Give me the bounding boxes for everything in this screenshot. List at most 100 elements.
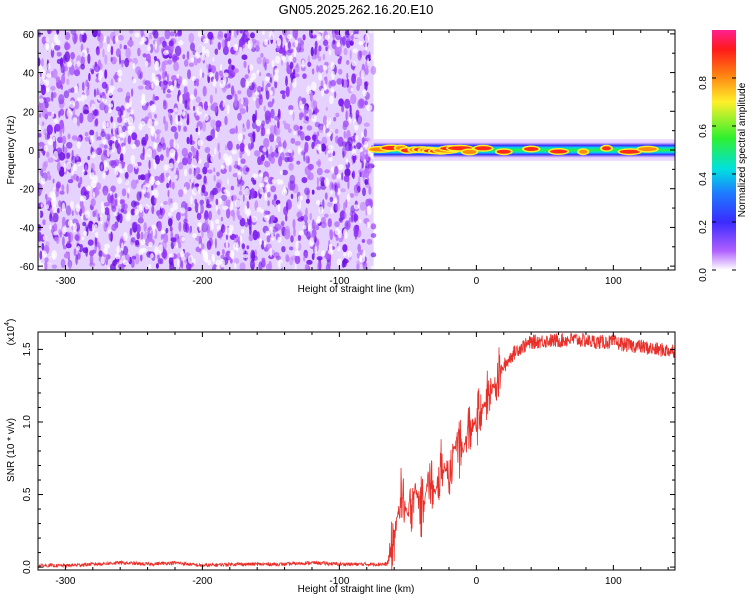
noise-gap <box>102 172 106 180</box>
noise-blob <box>134 253 140 265</box>
noise-blob <box>91 69 94 75</box>
noise-blob <box>297 130 302 136</box>
noise-blob <box>95 131 99 142</box>
noise-gap <box>316 33 322 41</box>
noise-blob <box>325 106 328 111</box>
noise-blob <box>174 131 179 140</box>
noise-gap <box>85 210 91 219</box>
noise-gap <box>312 30 315 36</box>
noise-gap <box>130 108 134 115</box>
noise-blob <box>299 112 304 118</box>
noise-gap <box>294 39 299 48</box>
noise-gap <box>253 96 256 101</box>
noise-blob <box>301 177 308 184</box>
noise-blob <box>288 162 294 171</box>
noise-gap <box>139 239 146 246</box>
noise-blob <box>94 64 101 73</box>
noise-blob <box>274 80 278 89</box>
noise-gap <box>370 54 374 61</box>
noise-blob <box>94 236 98 247</box>
noise-gap <box>150 253 154 259</box>
noise-blob <box>368 186 372 195</box>
noise-gap <box>252 173 258 178</box>
noise-gap <box>367 58 369 67</box>
noise-gap <box>69 100 76 109</box>
noise-blob <box>51 264 58 269</box>
noise-gap <box>123 118 128 123</box>
noise-gap <box>364 34 370 44</box>
noise-gap <box>174 79 177 86</box>
noise-blob <box>136 191 142 202</box>
noise-blob <box>61 236 65 247</box>
noise-gap <box>330 88 335 93</box>
x-tick-label: -300 <box>55 276 75 287</box>
noise-blob <box>193 88 198 98</box>
noise-blob <box>79 112 84 124</box>
noise-blob <box>42 161 47 172</box>
noise-gap <box>250 77 254 83</box>
noise-gap <box>237 157 241 166</box>
noise-gap <box>45 204 49 210</box>
y-multiplier-exp: 4 <box>4 322 11 326</box>
noise-blob <box>236 30 239 36</box>
noise-blob <box>182 54 186 60</box>
noise-blob <box>178 242 182 249</box>
noise-blob <box>261 80 265 91</box>
noise-gap <box>343 228 348 238</box>
noise-gap <box>144 153 147 161</box>
noise-gap <box>153 120 159 126</box>
noise-blob <box>129 227 133 236</box>
noise-gap <box>241 229 245 234</box>
noise-blob <box>115 139 119 149</box>
noise-blob <box>246 200 250 210</box>
noise-blob <box>40 84 47 96</box>
noise-blob <box>140 231 144 242</box>
noise-gap <box>180 207 186 214</box>
noise-blob <box>64 51 70 63</box>
noise-blob <box>251 250 255 262</box>
noise-gap <box>52 136 56 142</box>
noise-blob <box>324 192 328 200</box>
noise-gap <box>104 243 110 249</box>
noise-gap <box>214 130 218 139</box>
noise-blob <box>186 50 190 61</box>
noise-blob <box>321 216 326 224</box>
noise-blob <box>328 80 332 89</box>
noise-gap <box>222 99 225 108</box>
noise-blob <box>250 259 255 270</box>
noise-blob <box>154 154 160 165</box>
noise-blob <box>327 201 333 207</box>
noise-gap <box>76 60 81 67</box>
noise-gap <box>61 202 66 212</box>
noise-blob <box>349 193 355 198</box>
noise-blob <box>261 257 266 262</box>
noise-blob <box>234 160 239 166</box>
noise-gap <box>38 209 41 219</box>
noise-blob <box>349 40 354 46</box>
noise-blob <box>190 42 195 52</box>
noise-blob <box>250 135 253 142</box>
noise-gap <box>63 162 67 173</box>
noise-gap <box>66 108 73 118</box>
noise-gap <box>114 30 120 37</box>
noise-gap <box>199 243 202 249</box>
noise-blob <box>210 39 214 45</box>
noise-blob <box>346 60 350 65</box>
noise-blob <box>285 253 289 263</box>
noise-blob <box>71 135 78 141</box>
noise-blob <box>270 151 275 158</box>
noise-blob <box>338 98 344 107</box>
noise-blob <box>38 57 41 67</box>
noise-gap <box>117 137 121 144</box>
noise-gap <box>76 141 81 149</box>
noise-blob <box>226 208 231 219</box>
noise-blob <box>131 221 138 228</box>
noise-blob <box>327 218 332 228</box>
noise-gap <box>323 124 326 134</box>
noise-blob <box>362 261 368 270</box>
colorbar-ticks: 0.0 0.2 0.4 0.6 0.8 <box>698 76 736 282</box>
noise-blob <box>64 31 71 41</box>
noise-blob <box>56 51 62 57</box>
noise-gap <box>330 166 335 173</box>
noise-gap <box>324 34 330 40</box>
